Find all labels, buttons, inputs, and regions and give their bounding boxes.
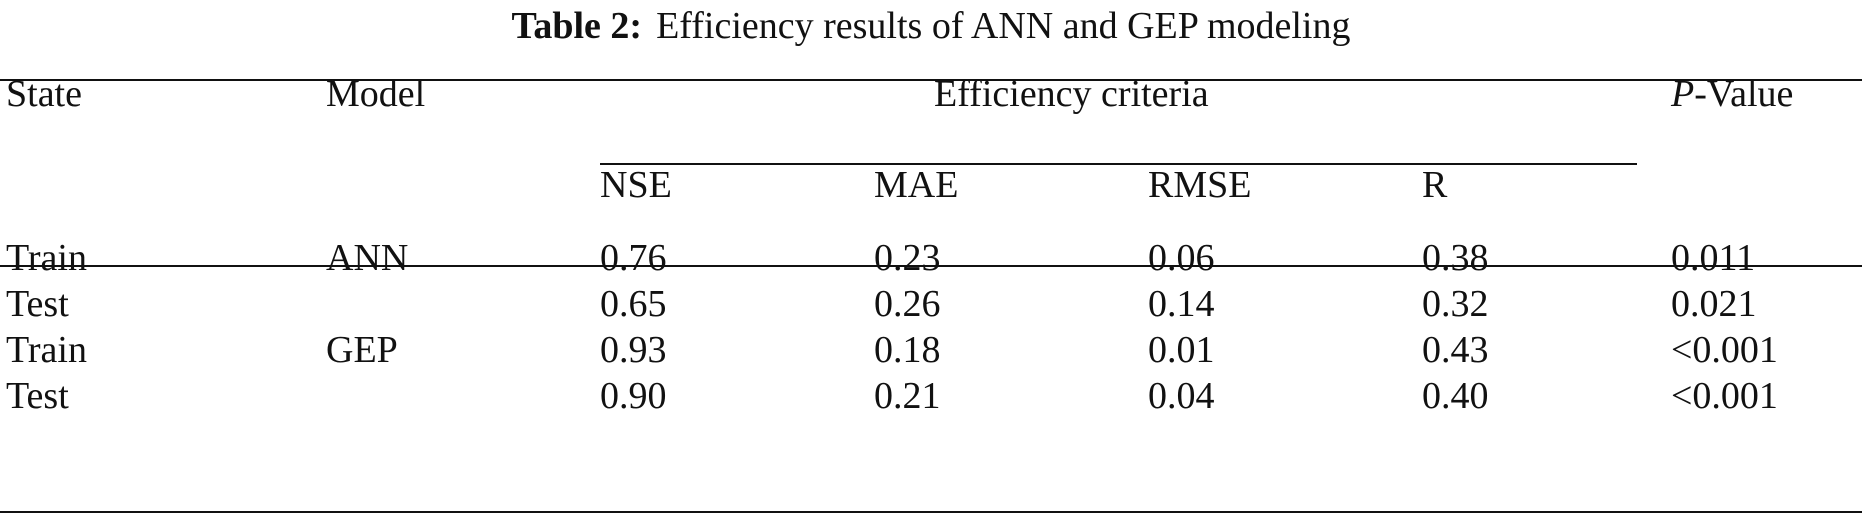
table-row-4-nse: 0.90	[600, 375, 667, 417]
table-row-1-p-value: 0.011	[1671, 237, 1756, 279]
table-row-1-state: Train	[6, 237, 87, 279]
table-bottom-rule	[0, 511, 1862, 513]
table-row-4-p-value: <0.001	[1671, 375, 1778, 417]
header-nse: NSE	[600, 164, 672, 206]
table-row-4-state: Test	[6, 375, 69, 417]
header-r: R	[1422, 164, 1448, 206]
header-p-value-suffix: -Value	[1694, 73, 1794, 115]
header-p-value: P-Value	[1671, 71, 1793, 117]
efficiency-criteria-rule	[600, 163, 1637, 165]
table-row-2-p-value: 0.021	[1671, 283, 1757, 325]
table-caption: Table 2: Efficiency results of ANN and GE…	[0, 3, 1862, 49]
table-row-4-rmse: 0.04	[1148, 375, 1215, 417]
table-row-1-r: 0.38	[1422, 237, 1489, 279]
table-row-3-rmse: 0.01	[1148, 329, 1215, 371]
table-row-2-rmse: 0.14	[1148, 283, 1215, 325]
table-row-3-state: Train	[6, 329, 87, 371]
table-row-1-rmse: 0.06	[1148, 237, 1215, 279]
table-top-rule	[0, 79, 1862, 81]
table-row-4-mae: 0.21	[874, 375, 941, 417]
table-row-1-model: ANN	[326, 237, 409, 279]
header-mae: MAE	[874, 164, 959, 206]
table-row-2-state: Test	[6, 283, 69, 325]
header-efficiency-criteria: Efficiency criteria	[934, 73, 1209, 115]
table-row-4-r: 0.40	[1422, 375, 1489, 417]
table-row-3-mae: 0.18	[874, 329, 941, 371]
table-row-1-mae: 0.23	[874, 237, 941, 279]
table-row-2-mae: 0.26	[874, 283, 941, 325]
table-row-3-model: GEP	[326, 329, 398, 371]
table-caption-label: Table 2:	[511, 5, 643, 47]
table-row-2-nse: 0.65	[600, 283, 667, 325]
header-model: Model	[326, 73, 426, 115]
header-state: State	[6, 73, 82, 115]
table-row-2-r: 0.32	[1422, 283, 1489, 325]
table-caption-text: Efficiency results of ANN and GEP modeli…	[656, 5, 1351, 47]
table-row-3-nse: 0.93	[600, 329, 667, 371]
table-row-3-p-value: <0.001	[1671, 329, 1778, 371]
table-row-1-nse: 0.76	[600, 237, 667, 279]
table-header-rule	[0, 265, 1862, 267]
header-rmse: RMSE	[1148, 164, 1252, 206]
header-p-value-prefix: P	[1671, 73, 1695, 115]
table-row-3-r: 0.43	[1422, 329, 1489, 371]
